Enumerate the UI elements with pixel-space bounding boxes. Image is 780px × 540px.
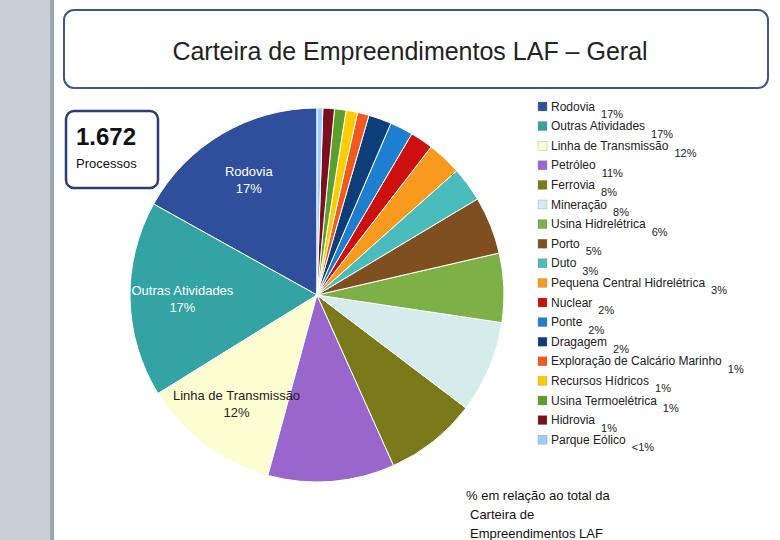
svg-text:Processos: Processos: [76, 156, 137, 171]
svg-text:17%: 17%: [651, 127, 674, 140]
svg-text:3%: 3%: [582, 264, 599, 277]
svg-text:Outras Atividades17%: Outras Atividades17%: [131, 283, 233, 315]
svg-text:12%: 12%: [674, 147, 696, 159]
svg-text:Duto: Duto: [551, 256, 577, 270]
svg-text:Usina Hidrelétrica: Usina Hidrelétrica: [551, 217, 646, 231]
svg-text:Mineração: Mineração: [551, 198, 607, 212]
svg-text:Recursos Hídricos: Recursos Hídricos: [551, 374, 649, 388]
svg-text:3%: 3%: [711, 284, 727, 296]
svg-text:Rodovia: Rodovia: [551, 100, 595, 114]
svg-text:% em relação ao total da: % em relação ao total da: [466, 488, 611, 503]
svg-text:Petróleo: Petróleo: [551, 158, 596, 172]
svg-text:17%: 17%: [601, 108, 624, 120]
svg-text:Linha de Transmissão: Linha de Transmissão: [551, 139, 669, 153]
svg-text:2%: 2%: [598, 304, 614, 316]
svg-text:Exploração de Calcário Marinho: Exploração de Calcário Marinho: [551, 354, 722, 368]
svg-text:1.672: 1.672: [76, 123, 136, 150]
svg-text:Carteira de Empreendimentos LA: Carteira de Empreendimentos LAF – Geral: [172, 37, 647, 65]
svg-text:Pequena Central Hidrelétrica: Pequena Central Hidrelétrica: [551, 276, 705, 290]
svg-text:2%: 2%: [613, 343, 629, 356]
svg-text:Empreendimentos LAF: Empreendimentos LAF: [470, 526, 603, 540]
svg-text:Parque Eólico: Parque Eólico: [551, 433, 626, 447]
svg-text:6%: 6%: [652, 226, 668, 238]
svg-text:Usina Termoelétrica: Usina Termoelétrica: [551, 394, 657, 408]
svg-text:Ferrovia: Ferrovia: [551, 178, 595, 192]
svg-text:Linha de Transmissão12%: Linha de Transmissão12%: [173, 388, 300, 420]
svg-text:8%: 8%: [601, 186, 617, 199]
svg-text:Dragagem: Dragagem: [551, 335, 607, 349]
svg-text:8%: 8%: [613, 206, 629, 218]
svg-text:11%: 11%: [602, 167, 623, 179]
svg-text:2%: 2%: [588, 323, 605, 336]
svg-text:Hidrovia: Hidrovia: [551, 413, 595, 427]
svg-text:Outras Atividades: Outras Atividades: [551, 119, 645, 133]
svg-text:1%: 1%: [728, 363, 744, 375]
svg-text:Rodovia17%: Rodovia17%: [225, 164, 273, 196]
svg-text:Carteira de: Carteira de: [470, 507, 534, 522]
svg-text:5%: 5%: [586, 245, 602, 257]
svg-text:Porto: Porto: [551, 237, 580, 251]
svg-text:<1%: <1%: [632, 441, 655, 453]
svg-text:1%: 1%: [663, 402, 679, 414]
svg-text:Ponte: Ponte: [551, 315, 583, 329]
svg-text:1%: 1%: [655, 382, 671, 394]
svg-text:Nuclear: Nuclear: [551, 296, 592, 310]
svg-text:1%: 1%: [601, 421, 617, 434]
